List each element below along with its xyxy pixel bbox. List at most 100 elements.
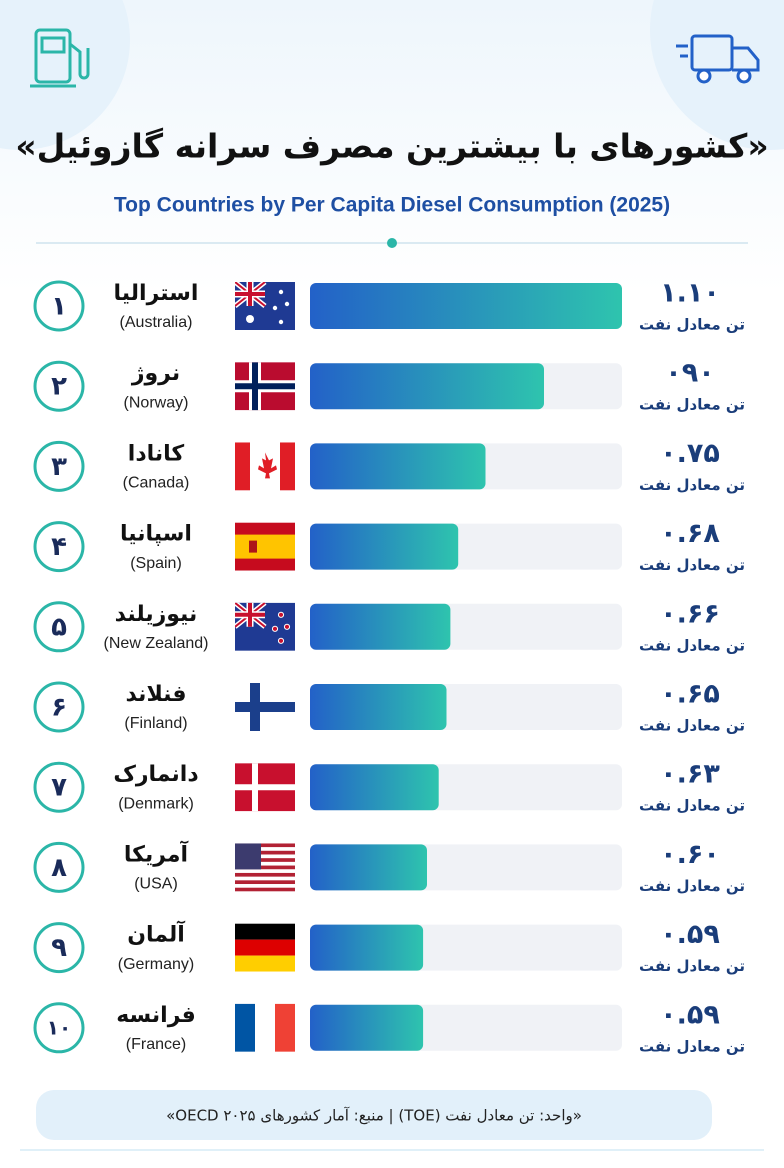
f — [258, 452, 277, 479]
f — [235, 923, 295, 940]
category-label: نروژ — [131, 361, 180, 386]
f — [280, 442, 295, 491]
footer: «واحد: تن معادل نفت (TOE) | منبع: آمار ک… — [166, 1107, 582, 1125]
category-label: دانمارک — [113, 762, 198, 787]
value-label: ۰.۶۶ — [660, 598, 720, 629]
f — [235, 763, 295, 812]
rank-label: ۳ — [51, 452, 67, 482]
rank-label: ۵ — [51, 612, 67, 642]
value-label: ۰.۵۹ — [660, 919, 720, 950]
category-label: استرالیا — [114, 281, 199, 306]
english-label: (Denmark) — [118, 795, 194, 812]
chart-subtitle: Top Countries by Per Capita Diesel Consu… — [114, 194, 670, 217]
f — [235, 362, 295, 411]
rank-circle — [33, 841, 85, 893]
english-label: (Spain) — [130, 555, 182, 572]
unit-label: تن معادل نفت — [639, 636, 745, 654]
rank-circle — [33, 280, 85, 332]
english-label: (Norway) — [124, 394, 189, 411]
f — [235, 880, 295, 885]
corner-blob — [650, 0, 784, 150]
flag — [235, 843, 295, 892]
rank-circle — [33, 922, 85, 974]
flag — [235, 442, 295, 491]
category-label: نیوزیلند — [115, 602, 198, 627]
flag — [235, 763, 295, 812]
f — [235, 843, 295, 848]
unit-label: تن معادل نفت — [639, 476, 745, 494]
f — [275, 1003, 295, 1052]
category-label: فنلاند — [125, 682, 186, 707]
rank-circle — [33, 1002, 85, 1054]
f — [235, 534, 295, 559]
f — [235, 683, 295, 731]
english-label: (Finland) — [124, 715, 187, 732]
flag — [235, 923, 295, 972]
unit-label: تن معادل نفت — [639, 396, 745, 414]
f — [249, 540, 257, 553]
english-label: (Canada) — [123, 475, 190, 492]
english-label: (France) — [126, 1036, 186, 1053]
f — [283, 623, 291, 630]
flag — [235, 522, 295, 571]
bar — [310, 523, 459, 570]
value-label: ۰.۶۳ — [660, 759, 720, 790]
f — [235, 850, 295, 855]
english-label: (USA) — [134, 876, 178, 893]
english-label: (New Zealand) — [104, 635, 209, 652]
f — [235, 872, 295, 877]
bar — [310, 844, 427, 891]
chart-title: «کشورهای با بیشترین مصرف سرانه گازوئیل» — [15, 127, 768, 167]
bar — [310, 684, 447, 730]
f — [235, 282, 265, 306]
f — [271, 625, 279, 632]
rank-circle — [33, 360, 85, 412]
rank-circle — [33, 761, 85, 813]
unit-label: تن معادل نفت — [639, 797, 745, 815]
value-label: ۰.۶۵ — [660, 679, 720, 710]
value-label: ۰.۷۵ — [660, 438, 720, 469]
bar — [310, 603, 451, 650]
unit-label: تن معادل نفت — [639, 1037, 745, 1055]
f — [235, 955, 295, 972]
separator-dot — [387, 238, 397, 248]
footer-box — [36, 1090, 712, 1140]
bar — [310, 924, 424, 971]
value-label: ۰۹۰ — [665, 358, 714, 389]
bar — [310, 283, 622, 329]
rank-label: ۱ — [51, 292, 67, 322]
rank-circle — [33, 521, 85, 573]
category-label: فرانسه — [116, 1003, 196, 1028]
rank-circle — [33, 681, 85, 733]
f — [235, 865, 295, 870]
truck-icon — [676, 34, 760, 84]
f — [235, 843, 261, 870]
flag — [235, 602, 295, 651]
bar — [310, 1004, 424, 1051]
f — [278, 319, 284, 325]
rank-circle — [33, 440, 85, 492]
f — [278, 289, 284, 295]
english-label: (Germany) — [118, 956, 194, 973]
category-label: کانادا — [128, 441, 185, 466]
rank-label: ۱۰ — [47, 1015, 71, 1039]
rank-label: ۴ — [51, 532, 67, 562]
f — [284, 301, 290, 307]
rank-label: ۷ — [51, 773, 67, 803]
rank-label: ۸ — [51, 853, 67, 883]
flag — [235, 282, 295, 330]
f — [235, 887, 295, 892]
f — [255, 1003, 275, 1052]
value-label: ۰.۶۸ — [660, 518, 720, 549]
category-label: آلمان — [127, 920, 185, 948]
corner-blob — [0, 0, 130, 150]
f — [272, 305, 278, 311]
unit-label: تن معادل نفت — [639, 316, 745, 334]
fuel-icon — [30, 28, 90, 88]
f — [277, 637, 285, 644]
bar — [310, 363, 544, 410]
flag — [235, 683, 295, 731]
